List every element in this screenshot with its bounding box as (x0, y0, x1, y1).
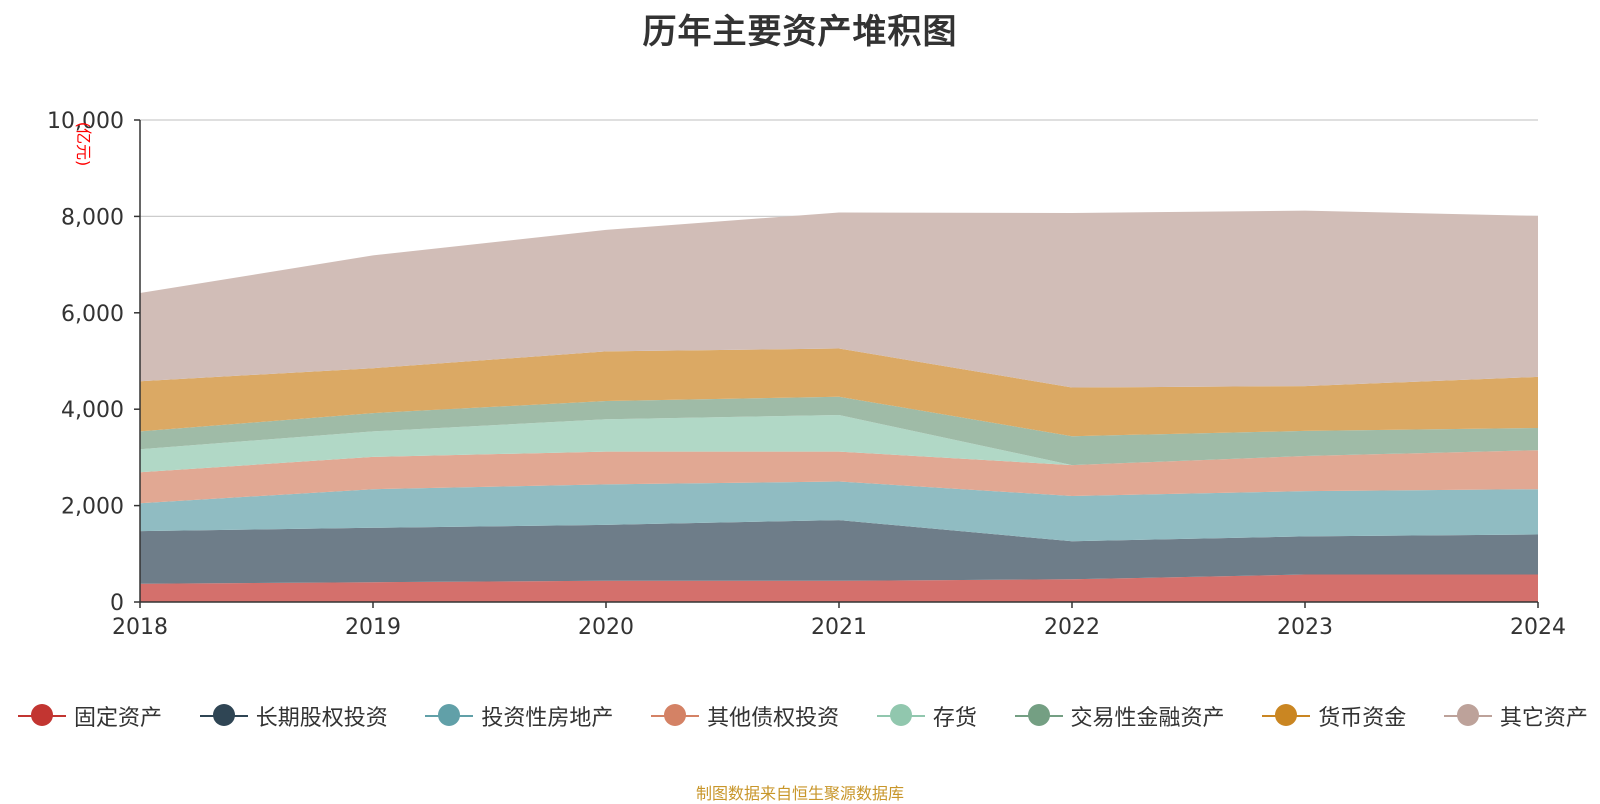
x-tick-labels: 2018 2019 2020 2021 2022 2023 2024 (112, 615, 1566, 640)
legend-item[interactable]: 投资性房地产 (425, 700, 613, 732)
legend-marker-icon (1443, 703, 1492, 729)
area-series (140, 574, 1538, 602)
legend-label: 投资性房地产 (481, 706, 614, 731)
legend-label: 交易性金融资产 (1070, 706, 1225, 731)
legend-label: 长期股权投资 (255, 706, 388, 731)
x-tick-label: 2019 (345, 615, 401, 640)
area-series (140, 348, 1538, 437)
legend-item[interactable]: 存货 (876, 700, 977, 732)
y-tick-label: 8,000 (61, 205, 124, 230)
legend-item[interactable]: 交易性金融资产 (1014, 700, 1225, 732)
area-series (140, 520, 1538, 584)
y-axis-label: (亿元) (74, 122, 93, 167)
legend-item[interactable]: 其他债权投资 (651, 700, 839, 732)
legend-label: 其他债权投资 (707, 706, 840, 731)
legend-marker-icon (18, 703, 66, 729)
legend-label: 固定资产 (74, 706, 163, 731)
legend-item[interactable]: 其它资产 (1443, 700, 1588, 732)
x-tick-label: 2024 (1510, 615, 1566, 640)
legend-item[interactable]: 长期股权投资 (199, 700, 388, 732)
area-series (140, 415, 1538, 473)
legend-marker-icon (651, 703, 700, 729)
x-tick-label: 2020 (578, 615, 634, 640)
chart-title: 历年主要资产堆积图 (642, 12, 958, 52)
area-layers (140, 210, 1538, 602)
legend-item[interactable]: 固定资产 (18, 700, 162, 732)
legend-label: 存货 (932, 706, 977, 731)
y-tick-label: 0 (110, 591, 124, 616)
stacked-area-chart: 0 2,000 4,000 6,000 8,000 10,000 2018 2019 2020… (47, 109, 1566, 640)
y-tick-labels: 0 2,000 4,000 6,000 8,000 10,000 (47, 109, 124, 616)
x-tick-label: 2022 (1044, 615, 1100, 640)
x-tick-label: 2021 (811, 615, 867, 640)
y-tick-label: 4,000 (61, 398, 124, 423)
y-tick-label: 6,000 (61, 302, 124, 327)
legend-marker-icon (1262, 703, 1311, 729)
area-series (140, 450, 1538, 504)
x-tick-label: 2023 (1277, 615, 1333, 640)
y-tick-label: 2,000 (61, 495, 124, 520)
legend-item[interactable]: 货币资金 (1262, 700, 1406, 732)
legend-marker-icon (425, 703, 474, 729)
legend-marker-icon (876, 703, 925, 729)
axes (134, 119, 1539, 608)
legend-label: 其它资产 (1499, 706, 1588, 731)
y-tick-label: 10,000 (47, 109, 124, 134)
area-series (140, 481, 1538, 542)
legend-marker-icon (1014, 703, 1063, 729)
legend-label: 货币资金 (1318, 706, 1407, 731)
area-series (140, 396, 1538, 466)
area-series (140, 210, 1538, 388)
legend: 固定资产 长期股权投资 投资性房地产 其他债权投资 存货 交易性金融资产 货币资金 其它资产 (18, 700, 1588, 732)
data-source-note: 制图数据来自恒生聚源数据库 (695, 784, 904, 803)
x-tick-label: 2018 (112, 615, 168, 640)
legend-marker-icon (199, 703, 248, 729)
